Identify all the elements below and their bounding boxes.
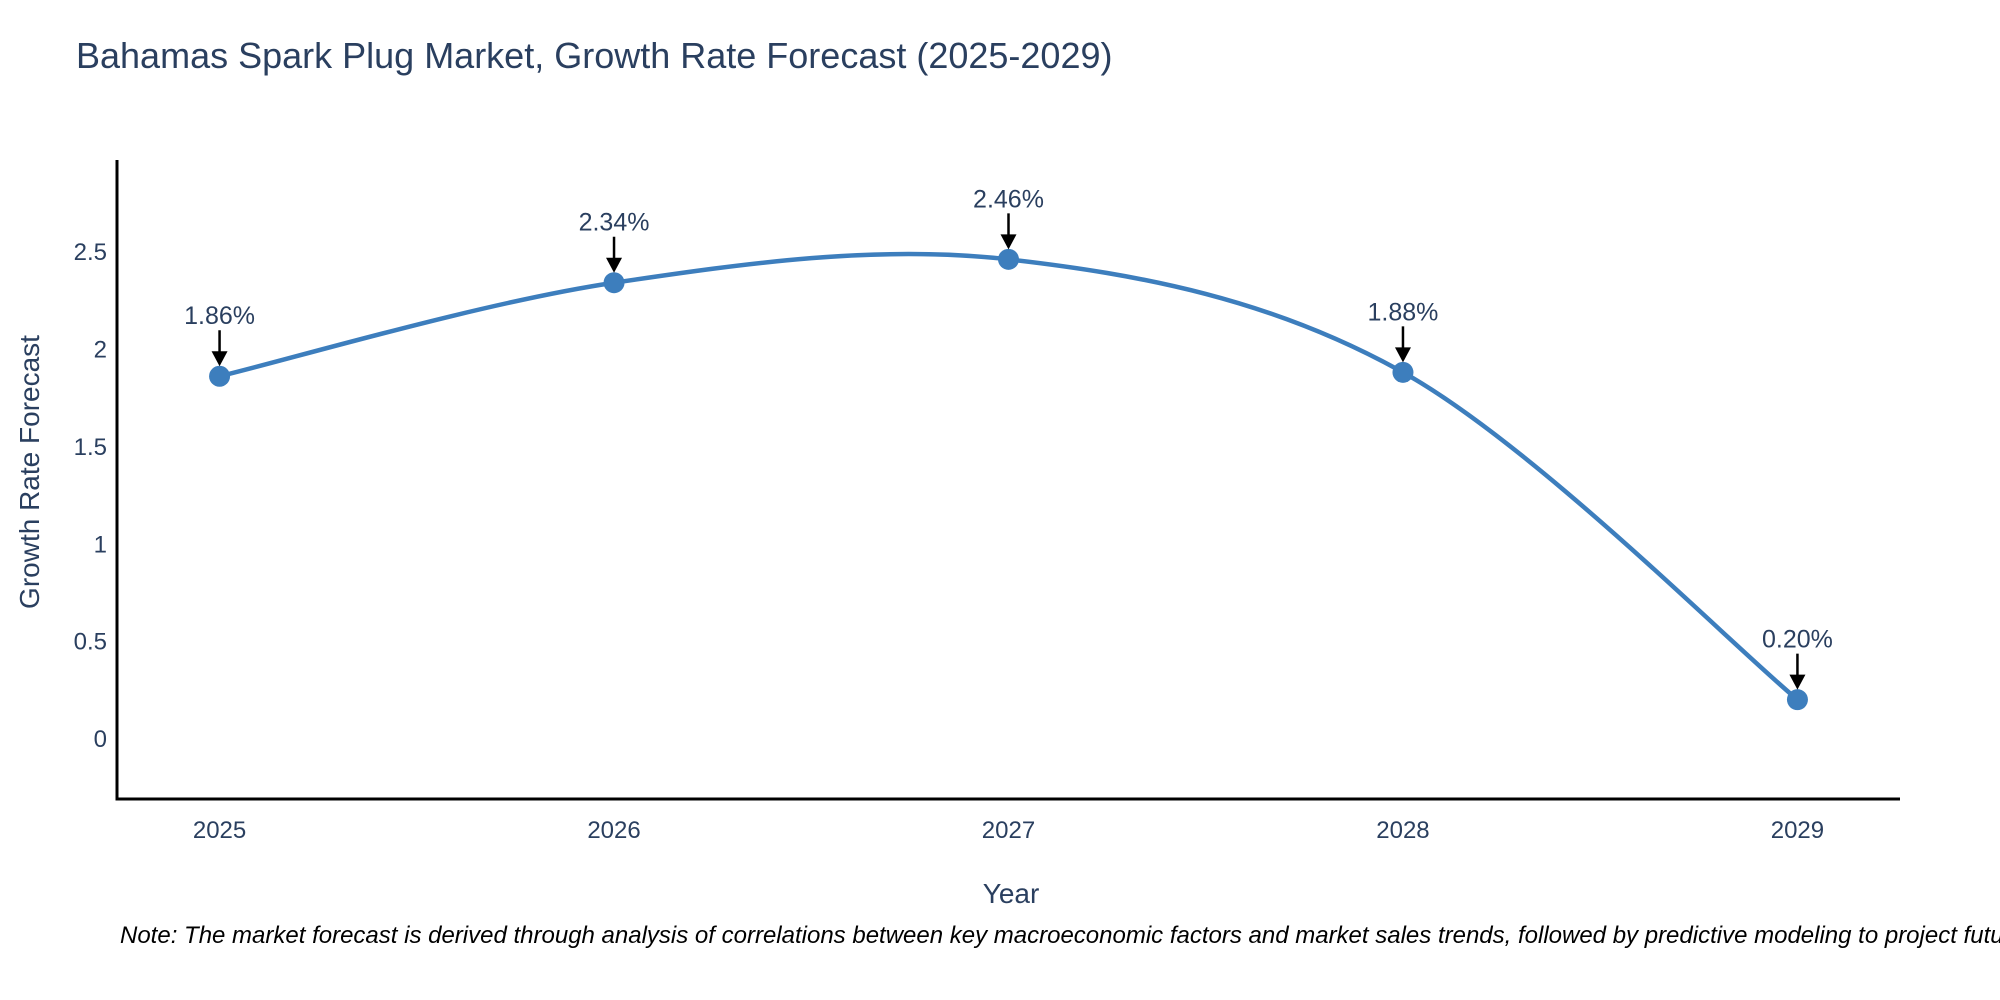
axis-lines xyxy=(115,160,1900,801)
data-point-2029[interactable] xyxy=(1786,689,1808,711)
point-annotation-group: 1.86% xyxy=(184,302,255,367)
y-tick-label: 1.5 xyxy=(74,434,107,461)
point-value-label: 2.34% xyxy=(579,209,650,237)
annotation-arrowhead-icon xyxy=(1394,347,1411,363)
data-point-2028[interactable] xyxy=(1392,361,1414,383)
y-tick-label: 0.5 xyxy=(74,629,107,656)
chart-title: Bahamas Spark Plug Market, Growth Rate F… xyxy=(76,35,1113,76)
point-annotation-group: 1.88% xyxy=(1368,298,1439,363)
x-axis-title: Year xyxy=(982,878,1040,909)
point-annotation-group: 2.34% xyxy=(579,209,650,273)
point-annotation-group: 2.46% xyxy=(973,185,1044,250)
y-tick-label: 2.5 xyxy=(74,239,107,266)
annotation-arrowhead-icon xyxy=(606,257,623,273)
data-point-2026[interactable] xyxy=(603,272,625,294)
y-tick-label: 2 xyxy=(94,336,107,363)
point-value-label: 0.20% xyxy=(1762,626,1833,654)
series-line xyxy=(219,251,1799,702)
point-value-label: 1.86% xyxy=(184,302,255,330)
data-point-2025[interactable] xyxy=(209,365,231,387)
x-tick-label: 2026 xyxy=(587,817,640,844)
data-point-2027[interactable] xyxy=(998,248,1019,270)
y-tick-label: 0 xyxy=(94,726,107,753)
point-annotation-group: 0.20% xyxy=(1762,626,1833,690)
x-tick-label: 2025 xyxy=(193,817,246,844)
point-value-label: 1.88% xyxy=(1368,298,1439,326)
x-tick-label: 2028 xyxy=(1376,817,1429,844)
point-value-label: 2.46% xyxy=(973,185,1044,213)
x-tick-label: 2029 xyxy=(1771,817,1824,844)
x-tick-label: 2027 xyxy=(982,817,1035,844)
annotation-arrowhead-icon xyxy=(1000,234,1017,250)
footnote: Note: The market forecast is derived thr… xyxy=(120,922,2000,949)
annotation-arrowhead-icon xyxy=(211,351,228,367)
y-tick-label: 1 xyxy=(94,531,107,558)
annotation-arrowhead-icon xyxy=(1789,674,1806,690)
